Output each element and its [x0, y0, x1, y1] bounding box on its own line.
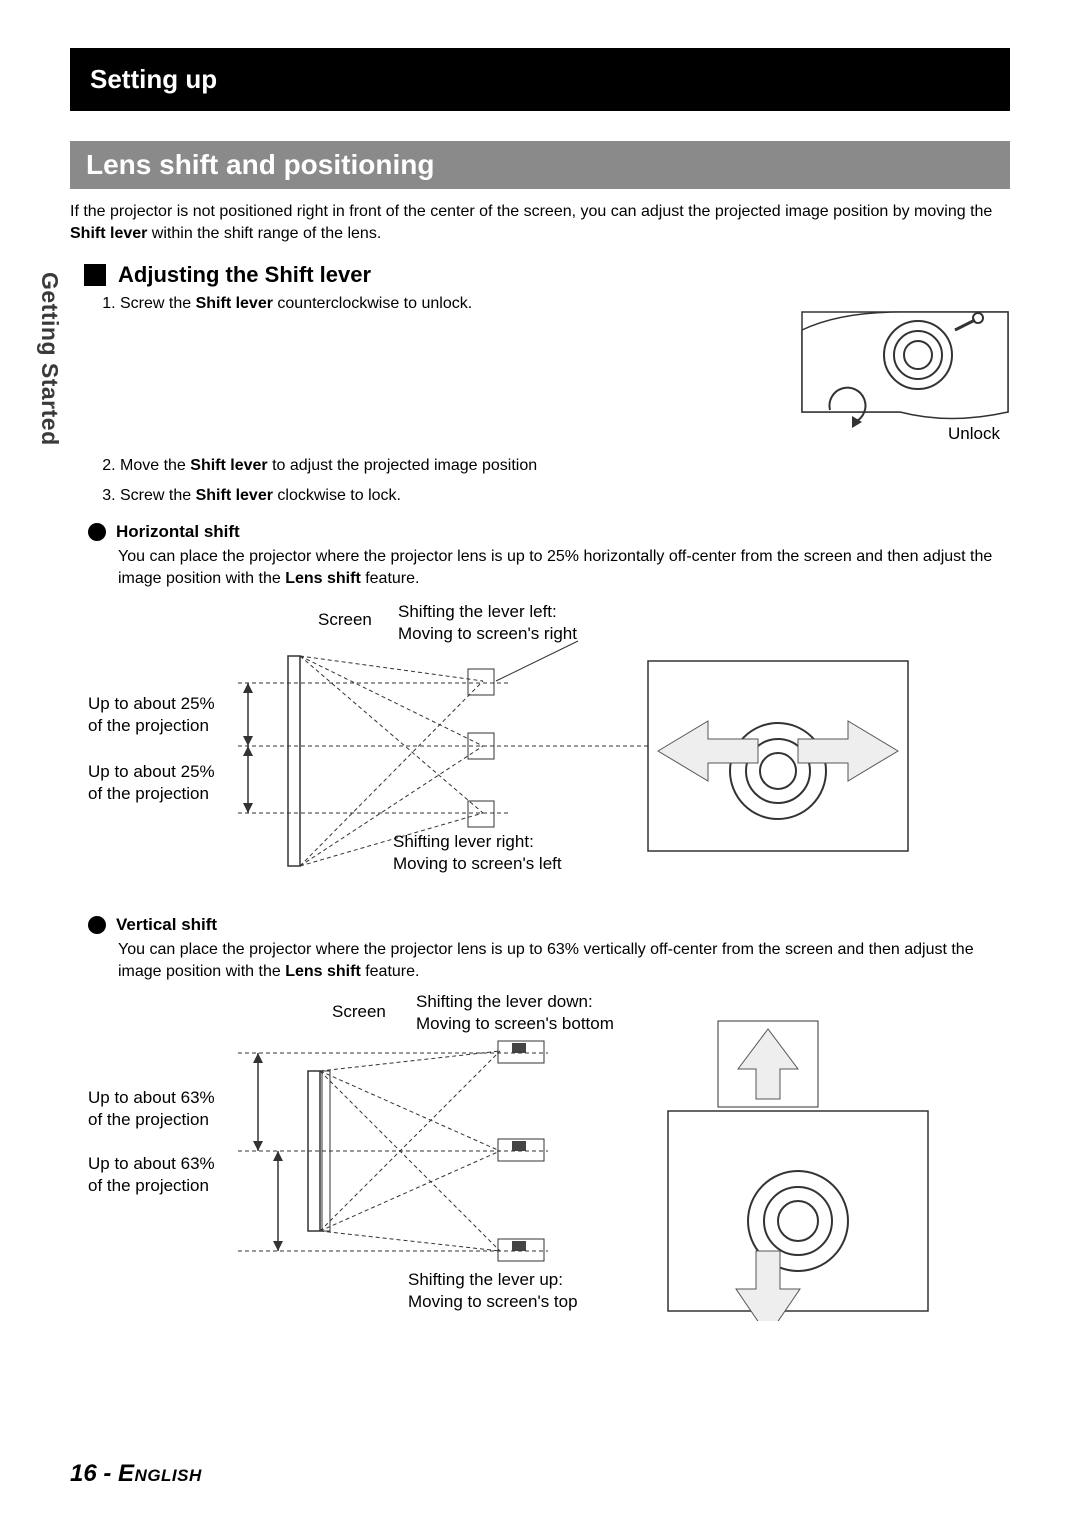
label-line: Shifting the lever left: — [398, 602, 557, 621]
intro-text-prefix: If the projector is not positioned right… — [70, 203, 992, 220]
horizontal-shift-heading: Horizontal shift — [88, 522, 1010, 542]
unlock-illustration: Unlock — [800, 310, 1010, 440]
label-line: Up to about 25% — [88, 762, 215, 781]
diagram-range-bot-label: Up to about 25% of the projection — [88, 761, 215, 805]
step-text: Screw the — [120, 295, 196, 312]
diagram-range-bot-label: Up to about 63% of the projection — [88, 1153, 215, 1197]
label-line: Moving to screen's left — [393, 854, 562, 873]
diagram-screen-label: Screen — [318, 609, 372, 631]
diagram-shift-down-label: Shifting the lever down: Moving to scree… — [416, 991, 614, 1035]
footer-sep: - — [97, 1460, 118, 1487]
page-footer: 16 - English — [70, 1460, 202, 1488]
body-bold: Lens shift — [285, 963, 361, 980]
page-number: 16 — [70, 1460, 97, 1487]
diagram-screen-label: Screen — [332, 1001, 386, 1023]
body-text: You can place the projector where the pr… — [118, 941, 974, 980]
label-line: Moving to screen's bottom — [416, 1014, 614, 1033]
section-title: Lens shift and positioning — [70, 141, 1010, 189]
intro-text-suffix: within the shift range of the lens. — [147, 225, 381, 242]
diagram-range-top-label: Up to about 25% of the projection — [88, 693, 215, 737]
body-bold: Lens shift — [285, 570, 361, 587]
step-item: Move the Shift lever to adjust the proje… — [120, 454, 1010, 478]
diagram-shift-up-label: Shifting the lever up: Moving to screen'… — [408, 1269, 578, 1313]
label-line: Up to about 63% — [88, 1088, 215, 1107]
subsection-heading: Adjusting the Shift lever — [84, 262, 1010, 288]
unlock-caption: Unlock — [948, 424, 1000, 444]
step-text: to adjust the projected image position — [268, 457, 538, 474]
step-bold: Shift lever — [196, 295, 273, 312]
label-line: Up to about 63% — [88, 1154, 215, 1173]
subsection-title-text: Adjusting the Shift lever — [118, 262, 371, 288]
label-line: Shifting lever right: — [393, 832, 534, 851]
label-line: Up to about 25% — [88, 694, 215, 713]
label-line: Shifting the lever down: — [416, 992, 593, 1011]
page-language: English — [118, 1460, 202, 1487]
label-line: of the projection — [88, 784, 209, 803]
body-text: feature. — [361, 963, 420, 980]
label-line: of the projection — [88, 1176, 209, 1195]
vertical-shift-diagram: Screen Shifting the lever down: Moving t… — [88, 991, 1010, 1321]
label-line: of the projection — [88, 1110, 209, 1129]
step-bold: Shift lever — [190, 457, 267, 474]
vertical-shift-body: You can place the projector where the pr… — [118, 939, 1010, 982]
label-line: of the projection — [88, 716, 209, 735]
body-text: You can place the projector where the pr… — [118, 548, 992, 587]
step-text: counterclockwise to unlock. — [273, 295, 472, 312]
steps-list-cont: Move the Shift lever to adjust the proje… — [120, 454, 1010, 508]
diagram-range-top-label: Up to about 63% of the projection — [88, 1087, 215, 1131]
vertical-shift-title: Vertical shift — [116, 915, 217, 935]
horizontal-shift-diagram: Screen Shifting the lever left: Moving t… — [88, 601, 1010, 901]
side-tab-label: Getting Started — [36, 272, 63, 446]
dot-bullet-icon — [88, 916, 106, 934]
step-text: Move the — [120, 457, 190, 474]
body-text: feature. — [361, 570, 420, 587]
step-bold: Shift lever — [196, 487, 273, 504]
section-intro: If the projector is not positioned right… — [70, 201, 1010, 244]
intro-text-bold: Shift lever — [70, 225, 147, 242]
step-item: Screw the Shift lever clockwise to lock. — [120, 484, 1010, 508]
label-line: Moving to screen's top — [408, 1292, 578, 1311]
diagram-shift-right-label: Shifting lever right: Moving to screen's… — [393, 831, 562, 875]
step-text: Screw the — [120, 487, 196, 504]
step-text: clockwise to lock. — [273, 487, 401, 504]
horizontal-shift-title: Horizontal shift — [116, 522, 240, 542]
diagram-shift-left-label: Shifting the lever left: Moving to scree… — [398, 601, 577, 645]
label-line: Shifting the lever up: — [408, 1270, 563, 1289]
dot-bullet-icon — [88, 523, 106, 541]
vertical-shift-heading: Vertical shift — [88, 915, 1010, 935]
horizontal-shift-body: You can place the projector where the pr… — [118, 546, 1010, 589]
square-bullet-icon — [84, 264, 106, 286]
label-line: Moving to screen's right — [398, 624, 577, 643]
chapter-title: Setting up — [70, 48, 1010, 111]
